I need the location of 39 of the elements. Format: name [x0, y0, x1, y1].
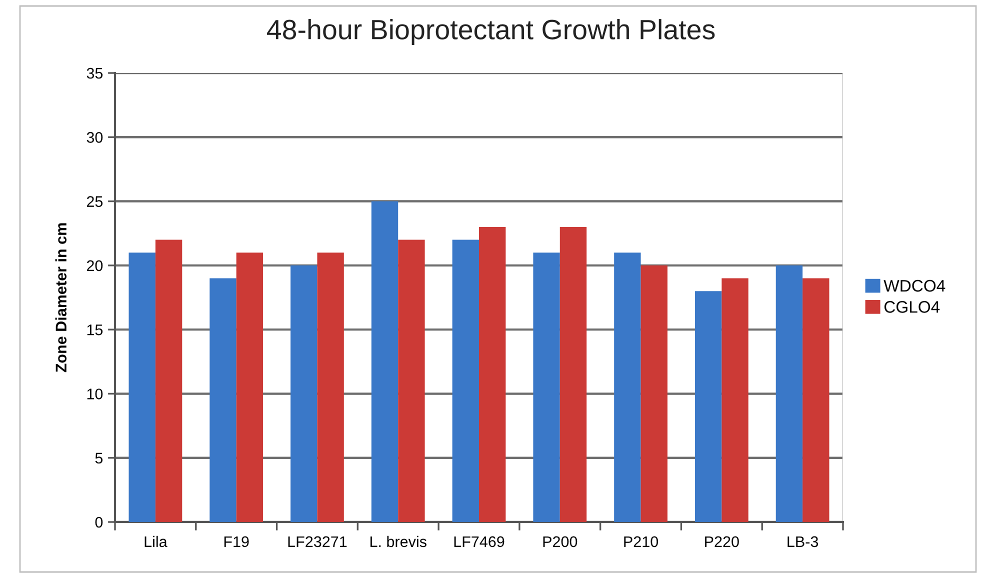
- bar: [560, 226, 587, 522]
- x-tick-label: P200: [543, 536, 578, 548]
- bar: [722, 278, 748, 522]
- x-tick-label: P210: [624, 536, 658, 548]
- bar: [317, 252, 344, 522]
- y-axis-title: Zone Diameter in cm: [55, 223, 67, 372]
- chart-title: 48-hour Bioprotectant Growth Plates: [266, 19, 715, 45]
- y-tick-label: 15: [87, 324, 103, 336]
- bar: [398, 240, 425, 522]
- bar: [452, 240, 479, 522]
- x-tick-label: Lila: [144, 536, 168, 548]
- y-tick-label: 30: [86, 132, 103, 143]
- bar: [210, 278, 236, 522]
- bar: [533, 252, 560, 522]
- y-tick-label: 25: [86, 196, 103, 207]
- bar: [155, 240, 182, 522]
- x-tick-label: F19: [224, 536, 249, 548]
- x-tick-label: LF23271: [288, 536, 347, 548]
- bar: [371, 201, 398, 522]
- y-tick-label: 20: [86, 260, 103, 272]
- y-tick-label: 0: [95, 516, 103, 528]
- x-tick-label: L. brevis: [370, 536, 426, 548]
- bar: [236, 252, 264, 522]
- legend-label: CGLO4: [884, 301, 940, 313]
- y-tick-label: 10: [87, 388, 103, 400]
- bar: [802, 278, 830, 522]
- x-tick-label: LF7469: [454, 536, 504, 548]
- bar: [290, 265, 318, 522]
- bar: [776, 265, 803, 522]
- bar: [694, 291, 722, 522]
- x-tick-label: LB-3: [788, 536, 818, 548]
- y-tick-label: 35: [86, 68, 103, 79]
- bar: [640, 265, 668, 522]
- legend-label: WDCO4: [884, 280, 946, 292]
- bar: [614, 252, 641, 522]
- bar: [128, 252, 156, 522]
- bar: [479, 226, 506, 522]
- x-tick-label: P220: [705, 536, 739, 548]
- y-tick-label: 5: [95, 452, 103, 464]
